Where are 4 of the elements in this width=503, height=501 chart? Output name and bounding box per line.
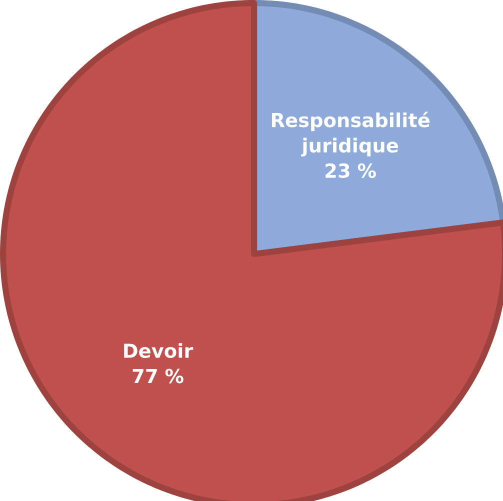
slice-label: Devoir (124, 343, 194, 358)
data-label: 77 % (132, 368, 184, 384)
slice-label: Responsabilité juridique (272, 112, 430, 157)
data-label: 23 % (326, 163, 376, 178)
